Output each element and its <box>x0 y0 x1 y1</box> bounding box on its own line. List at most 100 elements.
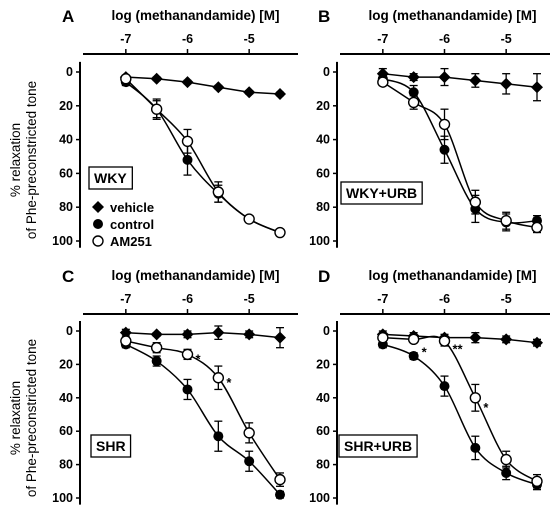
point-control <box>244 456 255 467</box>
significance-marker: ** <box>453 341 464 356</box>
y-tick-label: 60 <box>316 424 330 438</box>
point-am251 <box>469 392 482 404</box>
legend-marker-control <box>93 219 103 229</box>
y-tick-label: 60 <box>59 166 73 180</box>
y-axis-label-bottom: % relaxation of Phe-preconstricted tone <box>8 339 39 497</box>
point-am251 <box>181 135 194 147</box>
point-vehicle <box>531 336 543 349</box>
point-vehicle <box>150 328 163 341</box>
significance-marker: * <box>483 400 489 415</box>
series-line-AM251 <box>382 335 538 482</box>
x-tick-label: -5 <box>501 292 512 306</box>
point-vehicle <box>274 331 286 344</box>
legend-label: AM251 <box>110 234 152 249</box>
x-tick-label: -7 <box>120 32 131 46</box>
point-am251 <box>274 473 286 486</box>
x-axis-title: log (methanandamide) [M] <box>112 268 280 283</box>
group-label: WKY+URB <box>346 185 417 201</box>
point-control <box>408 351 419 362</box>
significance-marker: * <box>226 375 232 390</box>
point-am251 <box>150 103 163 115</box>
y-tick-label: 0 <box>66 65 73 79</box>
panel-letter: C <box>62 267 74 286</box>
point-am251 <box>212 372 225 384</box>
point-vehicle <box>212 81 225 94</box>
y-tick-label: 40 <box>59 133 73 147</box>
y-tick-label: 20 <box>316 99 330 113</box>
y-axis-label-top: % relaxation of Phe-preconstricted tone <box>8 81 39 239</box>
panel-letter: B <box>318 7 330 26</box>
y-tick-label: 100 <box>309 491 330 505</box>
y-tick-label: 40 <box>59 391 73 405</box>
point-control <box>501 467 512 478</box>
point-vehicle <box>469 74 482 87</box>
x-tick-label: -5 <box>244 32 255 46</box>
point-vehicle <box>438 71 451 84</box>
x-axis-title: log (methanandamide) [M] <box>112 8 280 23</box>
series-line-control <box>125 343 281 496</box>
point-control <box>408 87 419 98</box>
series-line-vehicle <box>125 331 281 339</box>
point-am251 <box>438 335 451 347</box>
point-vehicle <box>212 326 225 339</box>
y-tick-label: 60 <box>316 166 330 180</box>
y-tick-label: 40 <box>316 391 330 405</box>
series-line-AM251 <box>382 81 538 229</box>
point-control <box>151 356 162 367</box>
point-am251 <box>407 333 420 346</box>
x-tick-label: -7 <box>377 292 388 306</box>
significance-marker: * <box>196 351 202 366</box>
y-tick-label: 100 <box>52 234 73 248</box>
point-vehicle <box>500 77 513 90</box>
legend-label: control <box>110 217 154 232</box>
point-vehicle <box>500 333 513 346</box>
point-am251 <box>531 221 543 234</box>
point-control <box>439 381 450 392</box>
significance-marker: * <box>422 345 428 360</box>
point-control <box>213 431 224 442</box>
point-vehicle <box>531 81 543 94</box>
point-am251 <box>274 226 286 239</box>
y-axis-label-line1: % relaxation <box>8 381 23 455</box>
point-control <box>439 144 450 155</box>
point-am251 <box>243 213 255 225</box>
series-line-AM251 <box>125 340 281 481</box>
point-am251 <box>500 453 512 466</box>
legend-marker-am251 <box>92 235 104 247</box>
y-axis-label-line2: of Phe-preconstricted tone <box>24 339 39 497</box>
group-label-box <box>340 181 423 205</box>
y-tick-label: 80 <box>316 458 330 472</box>
point-am251 <box>377 331 389 344</box>
panel-letter: A <box>62 7 74 26</box>
legend: vehicle control AM251 <box>92 200 154 249</box>
x-tick-label: -6 <box>439 292 450 306</box>
group-label: SHR+URB <box>344 438 412 454</box>
y-tick-label: 0 <box>66 324 73 338</box>
group-label: SHR <box>96 438 126 454</box>
point-control <box>275 489 285 500</box>
x-tick-label: -7 <box>120 292 131 306</box>
y-tick-label: 20 <box>59 99 73 113</box>
point-control <box>182 384 193 395</box>
y-tick-label: 100 <box>309 234 330 248</box>
point-am251 <box>120 335 132 347</box>
point-vehicle <box>181 76 194 89</box>
y-tick-label: 20 <box>316 357 330 371</box>
point-am251 <box>377 76 389 88</box>
point-vehicle <box>119 326 132 339</box>
y-tick-label: 40 <box>316 133 330 147</box>
x-tick-label: -6 <box>182 32 193 46</box>
x-tick-label: -6 <box>439 32 450 46</box>
x-tick-label: -5 <box>501 32 512 46</box>
group-label: WKY <box>94 170 127 186</box>
point-vehicle <box>469 331 482 344</box>
x-axis-title: log (methanandamide) [M] <box>369 8 537 23</box>
point-am251 <box>150 342 163 354</box>
y-tick-label: 100 <box>52 491 73 505</box>
y-axis-label-line1: % relaxation <box>8 123 23 197</box>
